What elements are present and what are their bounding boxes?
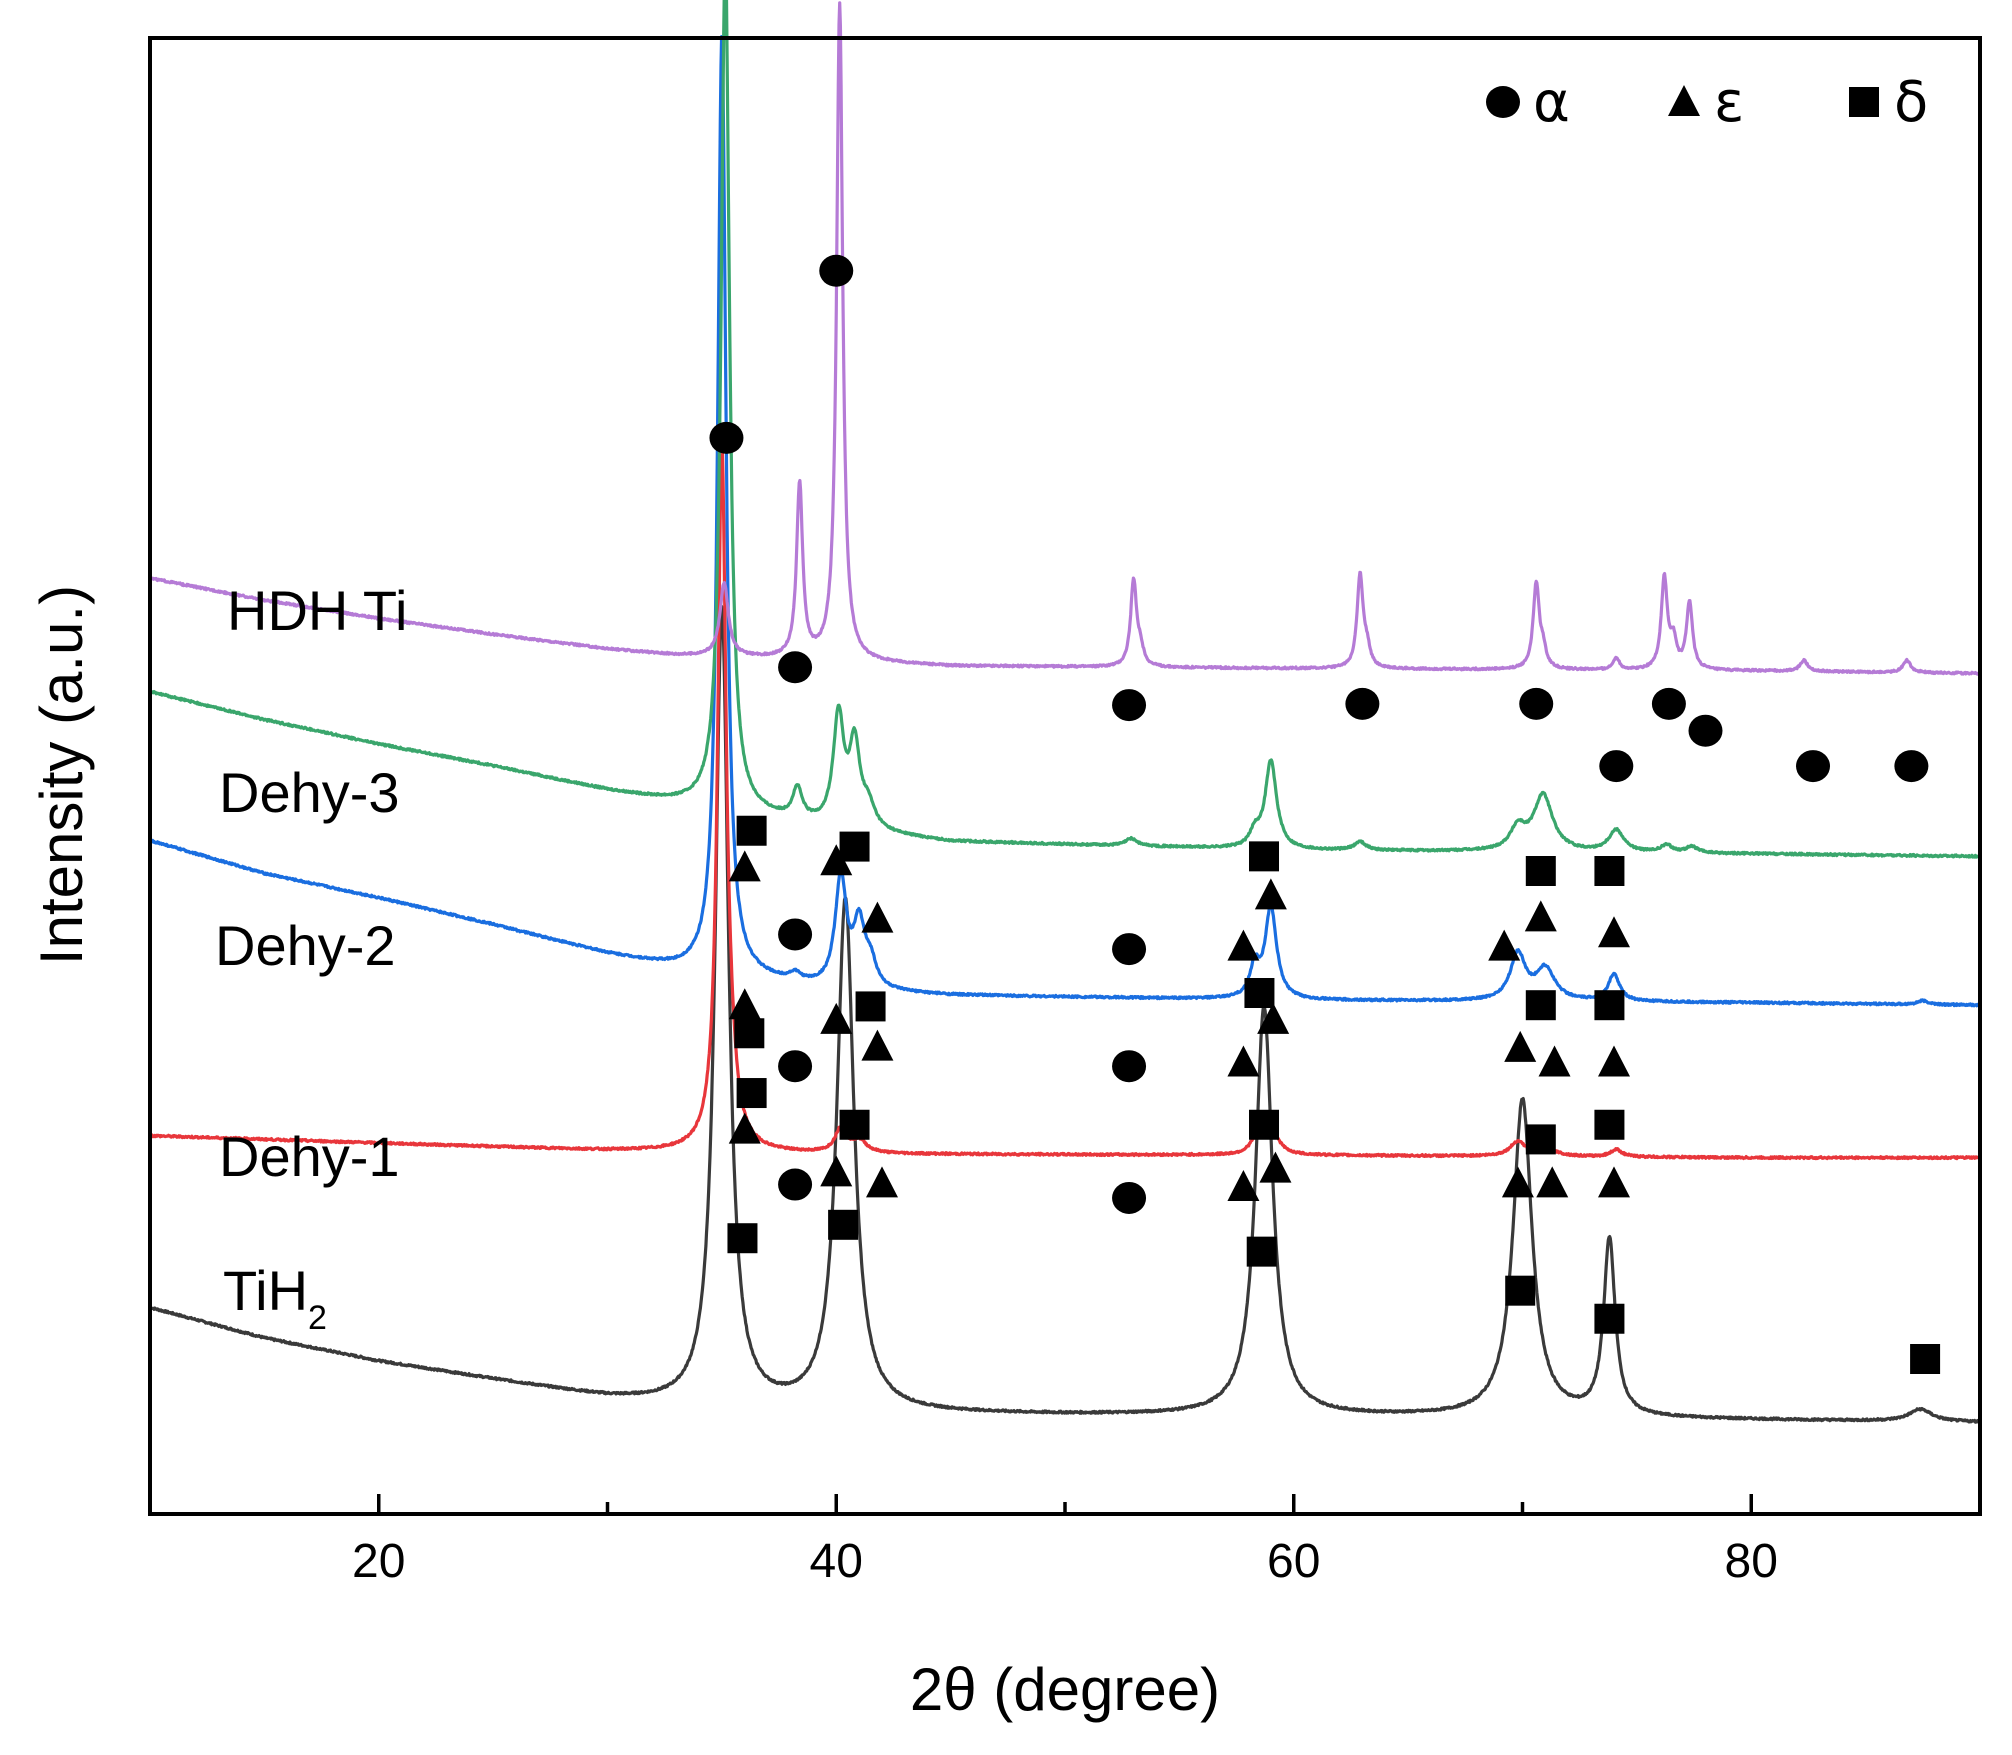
epsilon-phase-marker <box>861 901 894 933</box>
epsilon-phase-marker <box>820 1002 853 1034</box>
series-tih2 <box>149 604 1981 1424</box>
delta-phase-marker <box>1910 1344 1941 1374</box>
x-tick-label: 20 <box>352 1535 405 1588</box>
epsilon-phase-marker <box>861 1029 894 1061</box>
delta-phase-marker <box>1594 856 1625 886</box>
alpha-phase-marker <box>709 421 744 454</box>
series-label-dehy-2: Dehy-2 <box>215 914 396 977</box>
delta-phase-marker <box>1246 1236 1277 1267</box>
epsilon-phase-marker <box>1257 1002 1290 1034</box>
epsilon-phase-marker <box>1598 916 1630 948</box>
delta-phase-marker <box>1525 990 1556 1021</box>
delta-phase-marker <box>839 1109 870 1140</box>
series-dehy-1 <box>148 443 1981 1161</box>
alpha-phase-marker <box>778 1168 813 1201</box>
legend-circle-marker <box>1486 86 1520 118</box>
epsilon-phase-marker <box>1227 1169 1260 1201</box>
epsilon-phase-marker <box>1227 929 1260 961</box>
alpha-phase-marker <box>1112 933 1147 966</box>
delta-phase-marker <box>1249 841 1280 872</box>
alpha-phase-marker <box>819 254 854 287</box>
delta-phase-marker <box>1525 1124 1556 1155</box>
series-layer <box>148 0 1981 1424</box>
alpha-phase-marker <box>1112 1181 1147 1214</box>
alpha-phase-marker <box>778 1050 813 1083</box>
legend-square-marker <box>1849 87 1879 117</box>
epsilon-phase-marker <box>728 850 761 882</box>
series-label-hdh-ti: HDH Ti <box>227 579 407 642</box>
series-labels: TiH2 Dehy-1 Dehy-2 Dehy-3 HDH Ti <box>215 579 407 1337</box>
series-label-tih2: TiH2 <box>223 1259 327 1337</box>
delta-phase-marker <box>1594 990 1625 1021</box>
epsilon-phase-marker <box>1254 878 1287 910</box>
alpha-phase-marker <box>778 918 813 951</box>
delta-phase-marker <box>1505 1275 1536 1306</box>
epsilon-phase-marker <box>1524 900 1557 932</box>
epsilon-phase-marker <box>866 1166 898 1198</box>
series-hdh-ti <box>148 1 1981 676</box>
legend-label: α <box>1533 70 1570 135</box>
series-dehy-3 <box>149 0 1981 859</box>
epsilon-phase-marker <box>728 1112 761 1144</box>
alpha-phase-marker <box>1599 750 1634 783</box>
alpha-phase-marker <box>1688 714 1723 747</box>
series-dehy-2 <box>148 35 1981 1008</box>
legend-label: ε <box>1714 70 1744 135</box>
y-axis-title: Intensity (a.u.) <box>28 585 95 965</box>
phase-markers <box>709 254 1941 1374</box>
alpha-phase-marker <box>1651 687 1686 720</box>
legend-label: δ <box>1894 70 1928 135</box>
delta-phase-marker <box>727 1223 758 1254</box>
x-axis-ticks: 20 40 60 80 <box>352 1494 1778 1588</box>
x-tick-label: 80 <box>1725 1535 1778 1588</box>
alpha-phase-marker <box>1796 750 1831 783</box>
epsilon-phase-marker <box>820 844 853 876</box>
alpha-phase-marker <box>1112 689 1147 722</box>
plot-frame <box>148 36 1982 1516</box>
delta-phase-marker <box>1594 1303 1625 1334</box>
series-label-dehy-1: Dehy-1 <box>219 1125 400 1188</box>
epsilon-phase-marker <box>1598 1166 1630 1198</box>
epsilon-phase-marker <box>1598 1045 1630 1077</box>
alpha-phase-marker <box>1112 1050 1147 1083</box>
epsilon-phase-marker <box>1227 1045 1260 1077</box>
delta-phase-marker <box>855 991 886 1022</box>
epsilon-phase-marker <box>1538 1045 1571 1077</box>
epsilon-phase-marker <box>1504 1030 1537 1062</box>
alpha-phase-marker <box>778 651 813 684</box>
epsilon-phase-marker <box>728 988 761 1020</box>
delta-phase-marker <box>828 1209 859 1240</box>
epsilon-phase-marker <box>820 1155 853 1187</box>
delta-phase-marker <box>1525 856 1556 886</box>
delta-phase-marker <box>736 1078 767 1109</box>
delta-phase-marker <box>734 1018 765 1049</box>
alpha-phase-marker <box>1519 687 1554 720</box>
x-tick-label: 40 <box>810 1535 863 1588</box>
alpha-phase-marker <box>1345 687 1380 720</box>
alpha-phase-marker <box>1894 750 1929 783</box>
epsilon-phase-marker <box>1501 1166 1534 1198</box>
series-label-dehy-3: Dehy-3 <box>219 761 400 824</box>
delta-phase-marker <box>839 831 870 862</box>
epsilon-phase-marker <box>1488 929 1521 961</box>
delta-phase-marker <box>1594 1109 1625 1140</box>
delta-phase-marker <box>736 815 767 846</box>
legend-triangle-marker <box>1668 85 1700 116</box>
epsilon-phase-marker <box>1536 1166 1569 1198</box>
x-tick-label: 60 <box>1267 1535 1320 1588</box>
delta-phase-marker <box>1249 1109 1280 1140</box>
delta-phase-marker <box>1244 978 1275 1008</box>
epsilon-phase-marker <box>1259 1151 1292 1183</box>
x-axis-title: 2θ (degree) <box>910 1656 1220 1723</box>
